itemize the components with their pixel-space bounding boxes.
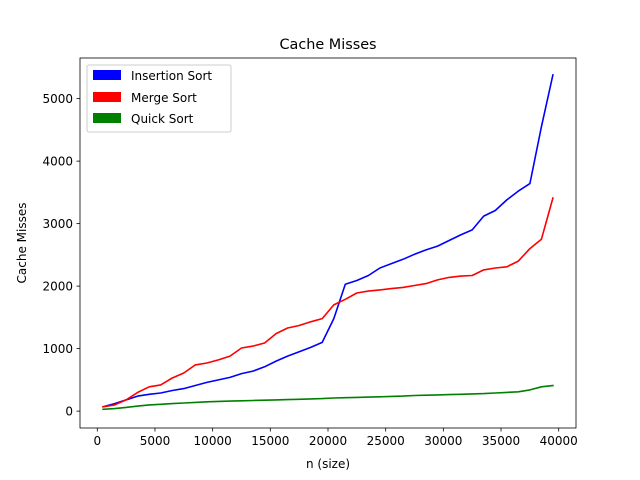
legend-box (86, 64, 232, 133)
x-tick-label: 30000 (424, 434, 462, 448)
legend-swatch-quick-sort (93, 113, 121, 123)
legend-label-merge-sort: Merge Sort (131, 91, 197, 105)
y-axis-label: Cache Misses (15, 203, 29, 284)
legend-swatch-merge-sort (93, 92, 121, 102)
x-tick-label: 20000 (309, 434, 347, 448)
y-tick-label: 3000 (42, 217, 73, 231)
legend: Insertion Sort Merge Sort Quick Sort (86, 64, 232, 133)
series-line-merge-sort (102, 197, 554, 408)
x-tick-label: 40000 (540, 434, 578, 448)
x-tick-label: 25000 (367, 434, 405, 448)
chart-title: Cache Misses (279, 37, 376, 53)
x-axis-label: n (size) (306, 457, 350, 471)
x-axis: 0 5000 10000 15000 20000 25000 30000 35000 40000 (93, 428, 578, 448)
x-tick-label: 10000 (194, 434, 232, 448)
y-tick-label: 0 (65, 404, 73, 418)
series-line-insertion-sort (102, 73, 554, 408)
y-tick-label: 4000 (42, 154, 73, 168)
legend-label-quick-sort: Quick Sort (131, 112, 194, 126)
series-layer (102, 73, 554, 411)
x-tick-label: 35000 (482, 434, 520, 448)
legend-swatch-insertion-sort (93, 70, 121, 80)
y-tick-label: 5000 (42, 92, 73, 106)
x-tick-label: 0 (93, 434, 101, 448)
legend-label-insertion-sort: Insertion Sort (131, 69, 212, 83)
x-tick-label: 5000 (140, 434, 171, 448)
y-tick-label: 1000 (42, 342, 73, 356)
x-tick-label: 15000 (251, 434, 289, 448)
y-tick-label: 2000 (42, 279, 73, 293)
series-line-quick-sort (102, 384, 554, 411)
y-axis: 0 1000 2000 3000 4000 5000 (42, 92, 80, 418)
